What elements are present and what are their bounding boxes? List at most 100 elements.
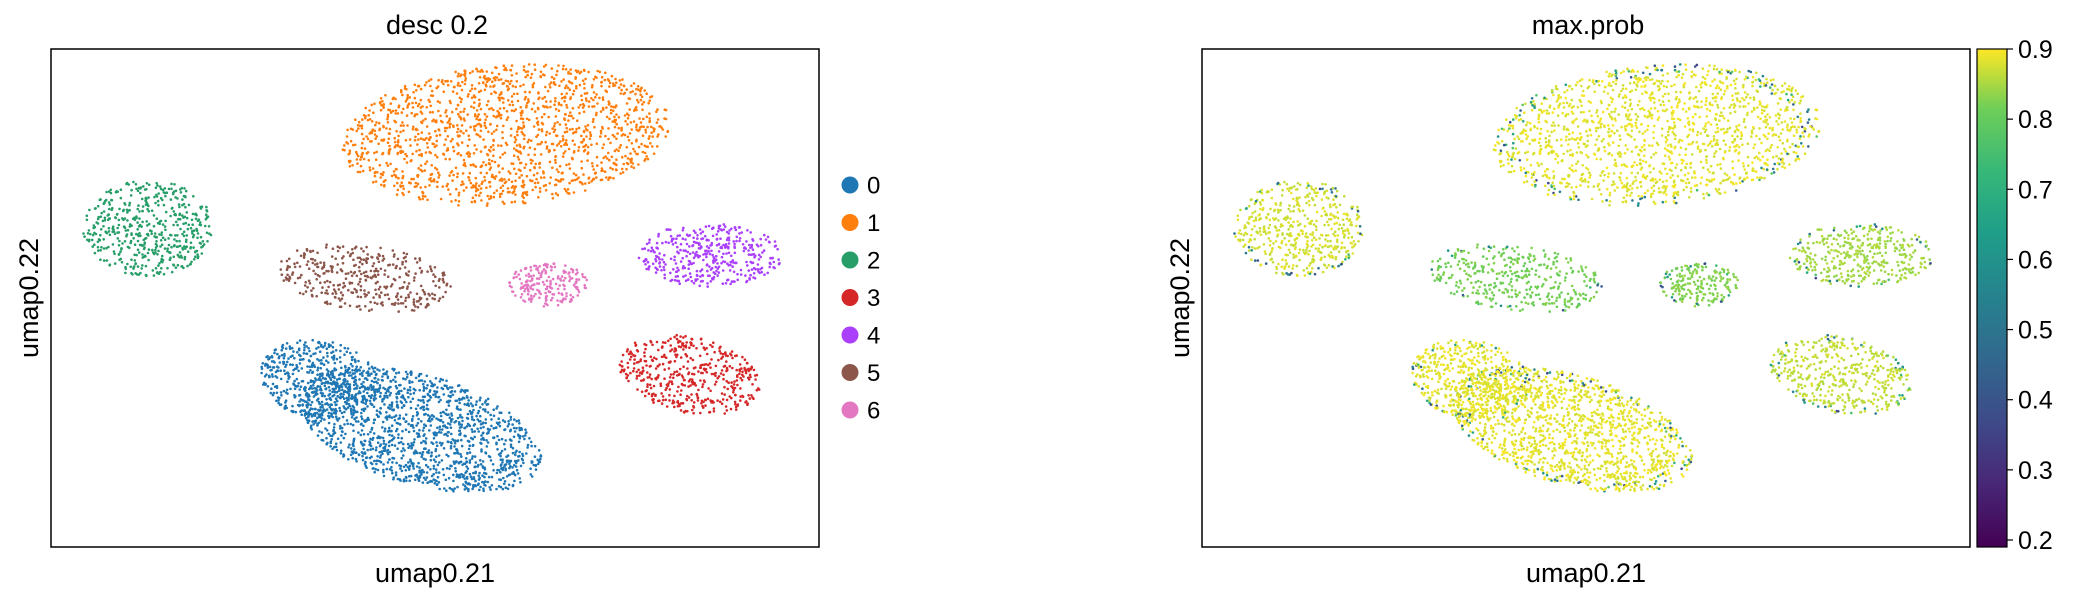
scatter-point-cluster-1: [387, 137, 391, 141]
scatter-point-cluster-0: [381, 375, 384, 378]
scatter-point-cluster-2: [145, 220, 148, 223]
scatter-point-cluster-0: [286, 360, 289, 364]
scatter-point-cluster-0: [495, 442, 498, 446]
scatter-point-cluster-4: [690, 279, 694, 283]
scatter-point-cluster-5: [286, 273, 289, 277]
scatter-point-cluster-3: [620, 360, 623, 363]
scatter-point-cluster-0: [424, 478, 427, 482]
scatter-point-cluster-5: [304, 281, 308, 284]
scatter-point-cluster-0: [260, 365, 264, 369]
scatter-point-cluster-2: [128, 208, 131, 212]
scatter-point-cluster-1: [412, 125, 415, 129]
scatter-point-cluster-1: [522, 183, 526, 187]
scatter-point-cluster-0: [536, 458, 539, 462]
scatter-point-cluster-0: [421, 450, 425, 454]
scatter-point-cluster-5: [295, 249, 299, 252]
scatter-point-cluster-3: [739, 387, 742, 390]
scatter-point-cluster-1: [365, 135, 368, 138]
scatter-point-cluster-1: [377, 142, 380, 146]
scatter-point-cluster-1: [478, 184, 481, 188]
scatter-point-cluster-0: [342, 393, 345, 396]
scatter-point-cluster-1: [426, 198, 429, 202]
scatter-point-cluster-2: [198, 241, 202, 245]
scatter-point-cluster-0: [461, 463, 464, 467]
scatter-point-cluster-1: [644, 128, 647, 132]
scatter-point-cluster-0: [471, 404, 474, 407]
scatter-point-cluster-2: [135, 216, 138, 220]
scatter-point-cluster-1: [402, 193, 405, 197]
scatter-point-cluster-0: [425, 374, 429, 378]
scatter-point-cluster-1: [582, 137, 586, 141]
scatter-point-cluster-3: [643, 342, 646, 346]
scatter-point-cluster-0: [304, 416, 308, 420]
scatter-point-cluster-0: [327, 394, 330, 397]
scatter-point-cluster-2: [199, 235, 203, 239]
scatter-point-cluster-0: [327, 370, 330, 373]
scatter-point-cluster-1: [553, 124, 556, 128]
scatter-point-cluster-1: [534, 185, 537, 189]
scatter-point-cluster-0: [313, 365, 317, 369]
scatter-point-cluster-1: [418, 197, 422, 201]
scatter-point-cluster-0: [367, 418, 371, 422]
scatter-point-cluster-5: [423, 290, 426, 294]
scatter-point-cluster-3: [756, 387, 760, 390]
scatter-point-cluster-0: [482, 425, 485, 429]
scatter-point-cluster-1: [405, 114, 409, 117]
scatter-point-cluster-4: [647, 268, 650, 271]
scatter-point-cluster-0: [319, 366, 323, 370]
scatter-point-cluster-4: [757, 245, 760, 248]
scatter-point-cluster-0: [385, 372, 388, 376]
scatter-point-cluster-2: [144, 196, 148, 200]
scatter-point-cluster-0: [447, 430, 450, 434]
scatter-point-cluster-1: [600, 84, 603, 88]
scatter-point-cluster-4: [700, 268, 704, 271]
scatter-point-cluster-3: [711, 345, 714, 349]
scatter-point-cluster-2: [185, 211, 189, 214]
scatter-point-cluster-0: [369, 444, 373, 448]
scatter-point-cluster-1: [591, 105, 594, 108]
scatter-point-cluster-2: [189, 226, 193, 230]
scatter-point-cluster-4: [656, 247, 659, 250]
scatter-point-cluster-0: [401, 447, 405, 450]
scatter-point-cluster-1: [399, 124, 403, 127]
scatter-point-cluster-1: [445, 126, 449, 130]
scatter-point-cluster-3: [692, 411, 695, 415]
scatter-point-cluster-2: [147, 222, 151, 226]
scatter-point-cluster-1: [542, 65, 546, 68]
scatter-point-cluster-1: [538, 190, 542, 193]
scatter-point-cluster-3: [646, 383, 649, 386]
scatter-point-cluster-0: [302, 357, 305, 361]
scatter-point-cluster-3: [715, 380, 718, 384]
scatter-point-cluster-0: [404, 378, 407, 381]
scatter-point-cluster-1: [531, 179, 534, 183]
scatter-point-cluster-0: [316, 434, 320, 437]
scatter-point-cluster-1: [471, 163, 475, 166]
scatter-point-cluster-1: [550, 75, 554, 79]
scatter-point-cluster-1: [475, 148, 478, 151]
scatter-point-cluster-1: [571, 107, 575, 110]
scatter-point-cluster-0: [400, 456, 404, 460]
scatter-point-cluster-3: [738, 372, 741, 376]
scatter-point-cluster-3: [658, 399, 661, 403]
scatter-point-cluster-1: [473, 101, 476, 104]
scatter-point-cluster-0: [313, 419, 316, 423]
scatter-point-cluster-0: [407, 468, 411, 471]
scatter-point-cluster-1: [507, 178, 511, 181]
scatter-point-cluster-2: [206, 240, 209, 243]
scatter-point-cluster-0: [450, 432, 453, 436]
scatter-point-cluster-0: [340, 366, 343, 370]
scatter-point-cluster-5: [319, 281, 322, 285]
scatter-point-cluster-1: [407, 102, 411, 106]
scatter-point-cluster-4: [751, 248, 755, 251]
scatter-point-cluster-3: [654, 394, 657, 398]
scatter-point-cluster-3: [640, 390, 644, 394]
scatter-point-cluster-0: [452, 460, 456, 464]
scatter-point-cluster-1: [503, 202, 506, 205]
scatter-point-cluster-5: [315, 294, 319, 298]
scatter-point-cluster-1: [643, 89, 646, 92]
scatter-point-cluster-0: [334, 415, 338, 419]
scatter-point-cluster-0: [307, 414, 311, 418]
scatter-point-cluster-2: [208, 232, 211, 235]
scatter-point-cluster-1: [382, 106, 385, 110]
scatter-point-cluster-0: [386, 461, 390, 464]
